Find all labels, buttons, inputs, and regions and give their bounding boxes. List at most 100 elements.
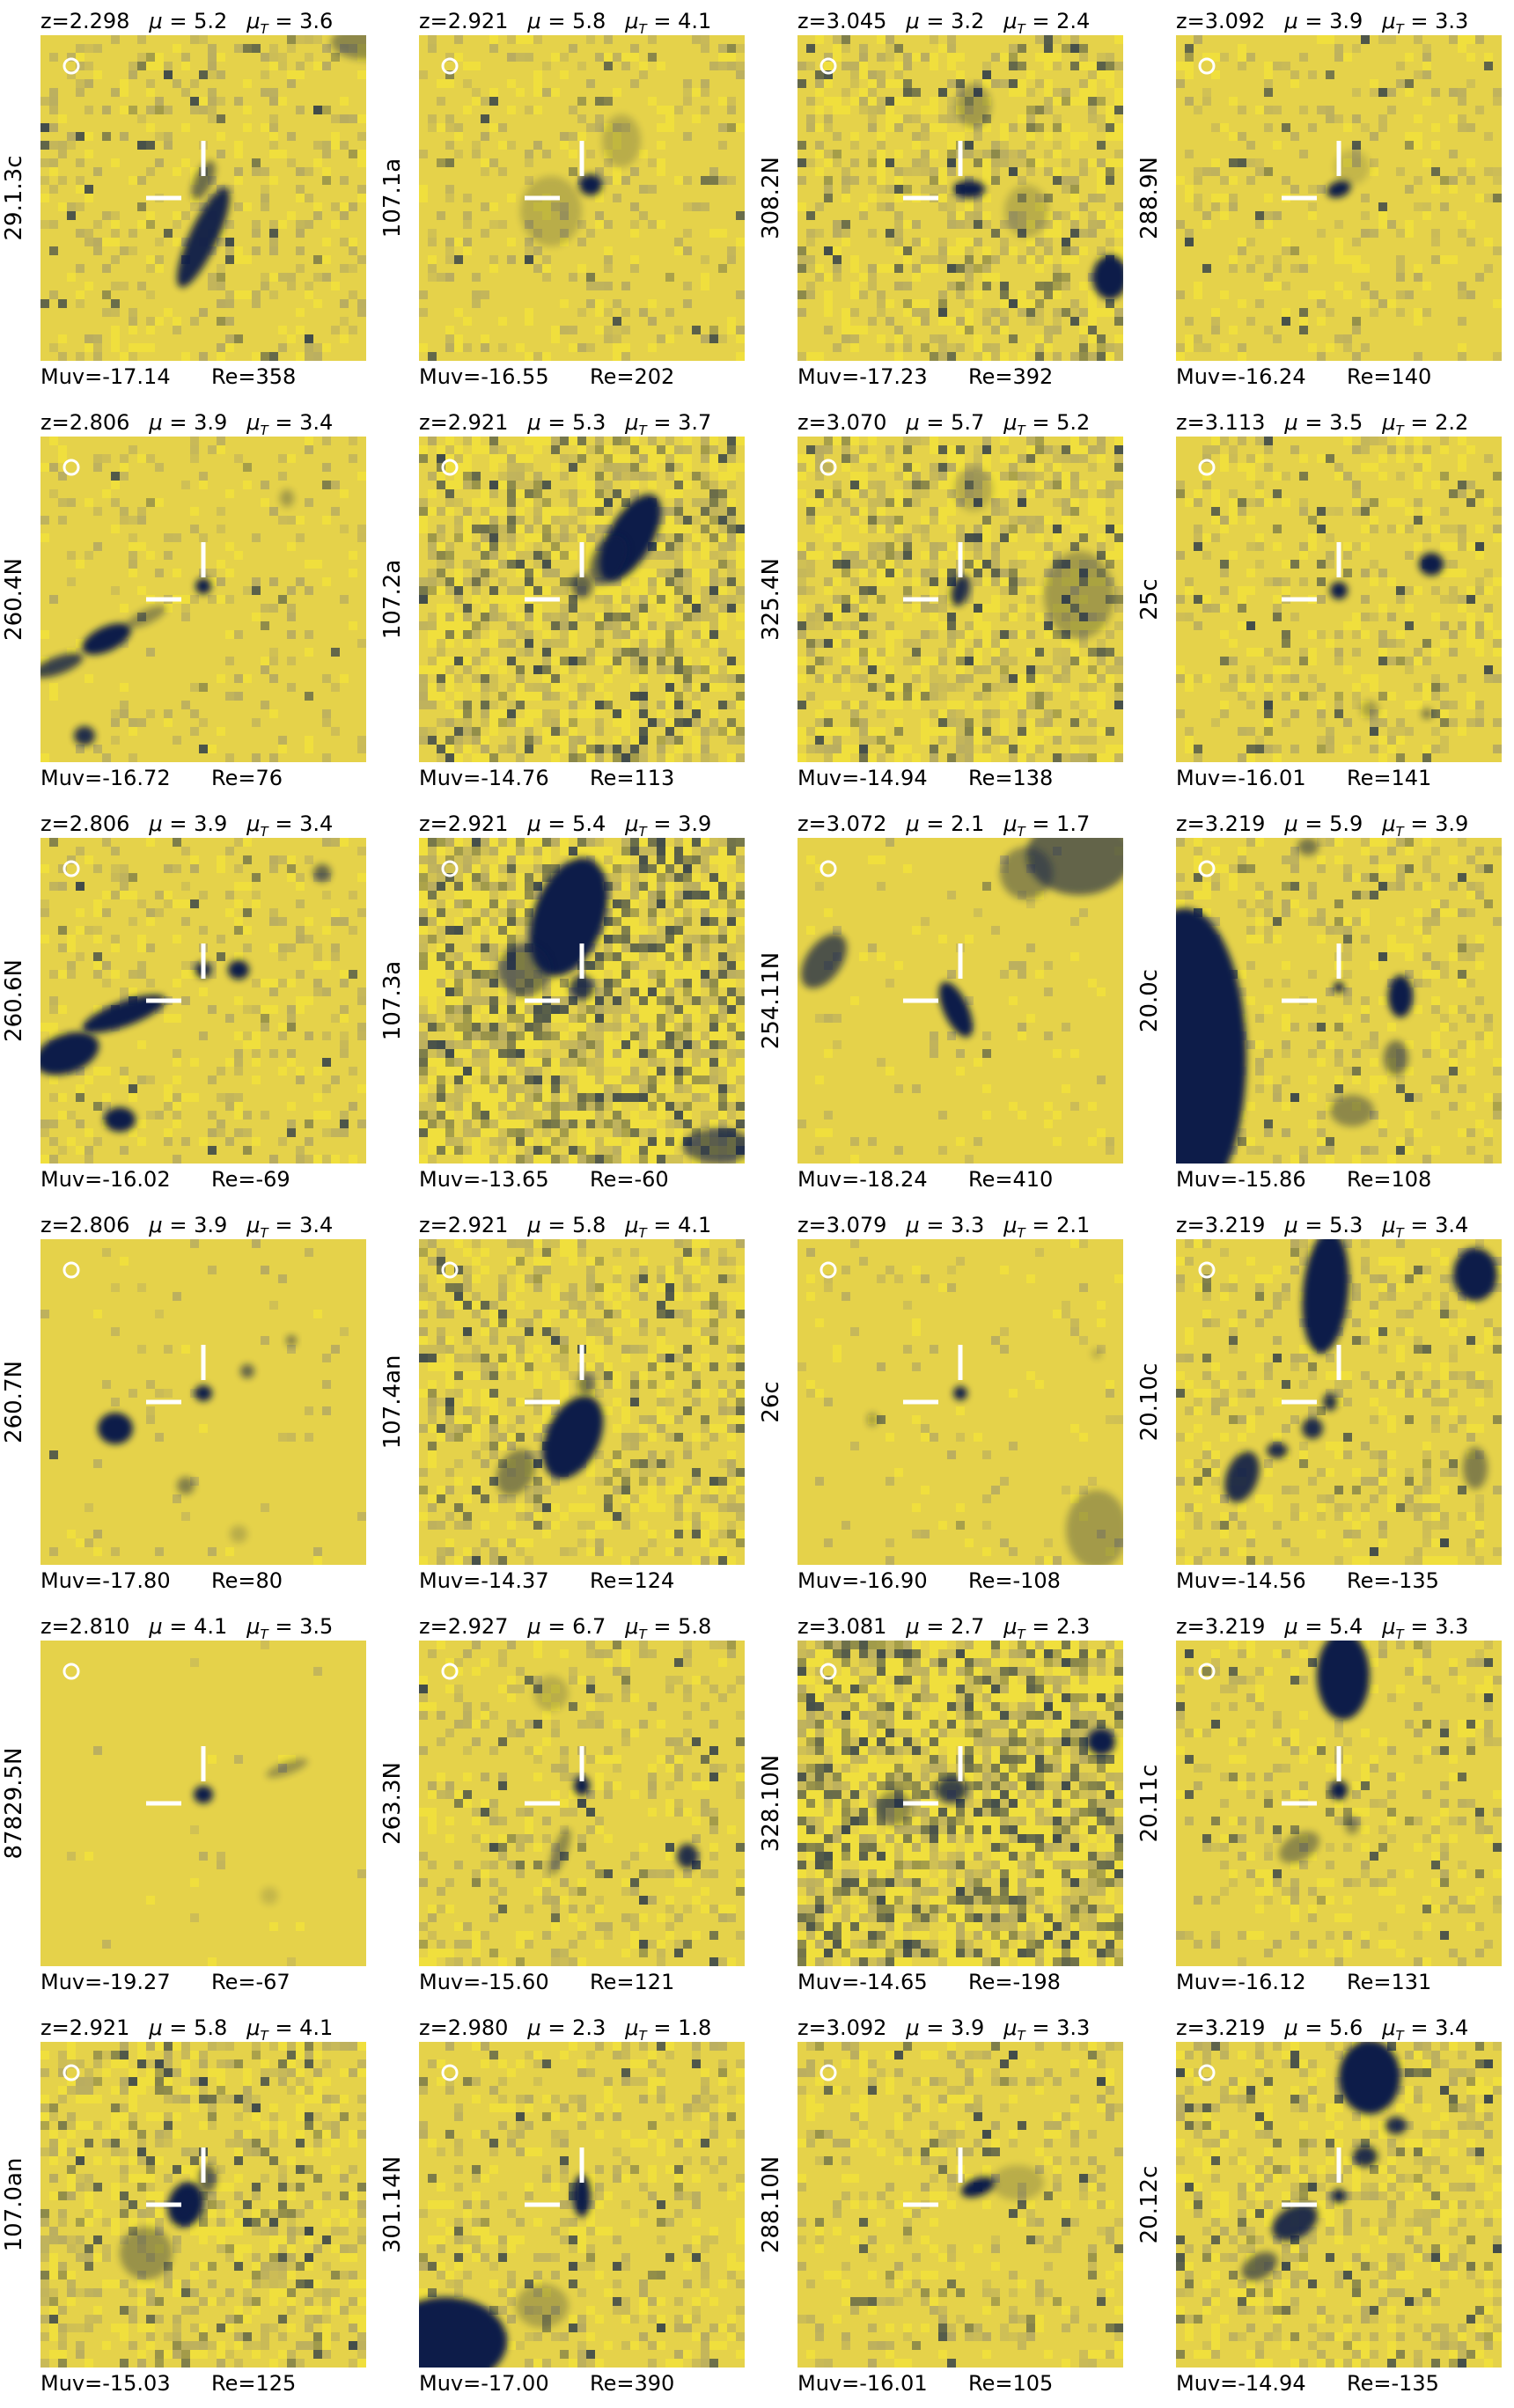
tangential-magnification-value: 3.3 xyxy=(1435,9,1469,33)
uv-magnitude-label: Muv=-14.65 xyxy=(797,1970,928,1994)
source-blob xyxy=(1419,553,1444,576)
uv-magnitude-label: Muv=-14.76 xyxy=(419,766,549,790)
uv-magnitude-label: Muv=-16.12 xyxy=(1176,1970,1306,1994)
source-blob xyxy=(548,1828,571,1876)
magnification-label: μ = 3.5 xyxy=(1284,410,1363,435)
panel-footer: Muv=-18.24 Re=410 xyxy=(797,1167,1053,1192)
effective-radius-label: Re=390 xyxy=(590,2371,675,2396)
source-blob xyxy=(573,2175,591,2217)
source-blob xyxy=(1327,180,1351,198)
source-blob xyxy=(1330,582,1348,599)
uv-magnitude-label: Muv=-18.24 xyxy=(797,1167,928,1192)
magnification-label: μ = 5.8 xyxy=(527,1213,606,1237)
source-blob xyxy=(1323,1393,1337,1411)
psf-circle-marker xyxy=(441,57,459,75)
redshift-label: z=3.219 xyxy=(1176,1614,1266,1639)
redshift-label: z=2.921 xyxy=(419,811,509,836)
source-id-label: 20.11c xyxy=(1136,1764,1163,1843)
tangential-magnification-value: 3.4 xyxy=(1435,1213,1469,1237)
redshift-label: z=2.921 xyxy=(40,2015,130,2040)
source-blob xyxy=(529,857,608,977)
source-id-label: 26c xyxy=(758,1381,784,1423)
tangential-magnification-label: μT = 1.7 xyxy=(1003,811,1091,840)
source-blob xyxy=(1334,982,1344,993)
source-panel: z=2.980 μ = 2.3 μT = 1.8 301.14N Muv=-17.00 R… xyxy=(378,2007,757,2408)
tangential-magnification-value: 3.7 xyxy=(678,410,712,435)
source-blob xyxy=(104,1107,136,1132)
panel-header: z=3.045 μ = 3.2 μT = 2.4 xyxy=(797,9,1090,37)
source-blob xyxy=(1345,1817,1359,1834)
source-panel: z=2.810 μ = 4.1 μT = 3.5 87829.5N Muv=-19.27… xyxy=(0,1605,378,2007)
galaxy-cutout-image xyxy=(797,1239,1123,1565)
psf-circle-marker xyxy=(1198,1663,1216,1680)
source-blob xyxy=(1385,2117,1407,2134)
magnification-label: μ = 5.8 xyxy=(149,2015,228,2040)
source-blob xyxy=(1087,1729,1115,1755)
source-blob xyxy=(177,1477,195,1494)
source-blob xyxy=(167,2182,204,2228)
tangential-magnification-label: μT = 3.3 xyxy=(1382,1614,1469,1642)
source-panel: z=2.298 μ = 5.2 μT = 3.6 29.1.3c Muv=-17.14 R… xyxy=(0,0,378,401)
panel-header: z=2.921 μ = 5.3 μT = 3.7 xyxy=(419,410,711,438)
source-blob xyxy=(1297,838,1319,855)
galaxy-cutout-image xyxy=(419,1641,745,1966)
magnification-value: 3.5 xyxy=(1329,410,1363,435)
effective-radius-label: Re=-69 xyxy=(211,1167,290,1192)
source-id-label: 288.9N xyxy=(1136,157,1163,239)
uv-magnitude-label: Muv=-17.00 xyxy=(419,2371,549,2396)
uv-magnitude-label: Muv=-19.27 xyxy=(40,1970,171,1994)
tangential-magnification-label: μT = 3.7 xyxy=(625,410,712,438)
uv-magnitude-label: Muv=-14.56 xyxy=(1176,1568,1306,1593)
redshift-label: z=2.921 xyxy=(419,410,509,435)
source-blob xyxy=(1066,1490,1123,1565)
source-panel: z=3.092 μ = 3.9 μT = 3.3 288.10N Muv=-16.01 R… xyxy=(757,2007,1136,2408)
panel-header: z=3.113 μ = 3.5 μT = 2.2 xyxy=(1176,410,1468,438)
panel-header: z=3.219 μ = 5.4 μT = 3.3 xyxy=(1176,1614,1468,1642)
uv-magnitude-label: Muv=-14.37 xyxy=(419,1568,549,1593)
source-blob xyxy=(542,1395,604,1479)
tangential-magnification-value: 3.3 xyxy=(1435,1614,1469,1639)
source-blob xyxy=(1361,701,1378,718)
magnification-value: 6.7 xyxy=(572,1614,606,1639)
psf-circle-marker xyxy=(819,459,837,476)
effective-radius-label: Re=131 xyxy=(1347,1970,1432,1994)
galaxy-cutout-image xyxy=(40,1641,366,1966)
panel-header: z=3.092 μ = 3.9 μT = 3.3 xyxy=(1176,9,1468,37)
galaxy-cutout-image xyxy=(797,1641,1123,1966)
panel-footer: Muv=-14.65 Re=-198 xyxy=(797,1970,1061,1994)
magnification-value: 5.3 xyxy=(572,410,606,435)
source-panel: z=3.219 μ = 5.4 μT = 3.3 20.11c Muv=-16.12 Re… xyxy=(1136,1605,1514,2007)
panel-footer: Muv=-14.56 Re=-135 xyxy=(1176,1568,1439,1593)
psf-circle-marker xyxy=(62,1663,80,1680)
tangential-magnification-label: μT = 5.8 xyxy=(625,1614,712,1642)
tangential-magnification-value: 4.1 xyxy=(678,9,712,33)
uv-magnitude-label: Muv=-14.94 xyxy=(1176,2371,1306,2396)
source-id-label: 260.4N xyxy=(1,558,27,641)
tangential-magnification-value: 3.4 xyxy=(1435,2015,1469,2040)
psf-circle-marker xyxy=(819,2064,837,2081)
source-id-label: 25c xyxy=(1136,578,1163,620)
magnification-label: μ = 3.9 xyxy=(1284,9,1363,33)
source-blob xyxy=(960,2177,996,2198)
source-panel: z=2.921 μ = 5.8 μT = 4.1 107.4an Muv=-14.37 R… xyxy=(378,1204,757,1605)
source-blob xyxy=(74,726,95,745)
uv-magnitude-label: Muv=-15.60 xyxy=(419,1970,549,1994)
psf-circle-marker xyxy=(441,860,459,877)
magnification-label: μ = 3.9 xyxy=(149,1213,228,1237)
redshift-label: z=3.219 xyxy=(1176,2015,1266,2040)
source-blob xyxy=(1176,908,1246,1164)
panel-footer: Muv=-16.02 Re=-69 xyxy=(40,1167,290,1192)
source-id-label: 254.11N xyxy=(758,951,784,1050)
effective-radius-label: Re=410 xyxy=(968,1167,1054,1192)
magnification-label: μ = 2.3 xyxy=(527,2015,606,2040)
source-blob xyxy=(877,1790,912,1825)
source-id-label: 107.1a xyxy=(379,158,406,239)
redshift-label: z=2.980 xyxy=(419,2015,509,2040)
tangential-magnification-label: μT = 1.8 xyxy=(625,2015,712,2044)
redshift-label: z=3.070 xyxy=(797,410,887,435)
magnification-label: μ = 3.2 xyxy=(906,9,985,33)
source-id-label: 20.10c xyxy=(1136,1362,1163,1442)
psf-circle-marker xyxy=(62,459,80,476)
redshift-label: z=2.298 xyxy=(40,9,130,33)
magnification-label: μ = 5.4 xyxy=(527,811,606,836)
